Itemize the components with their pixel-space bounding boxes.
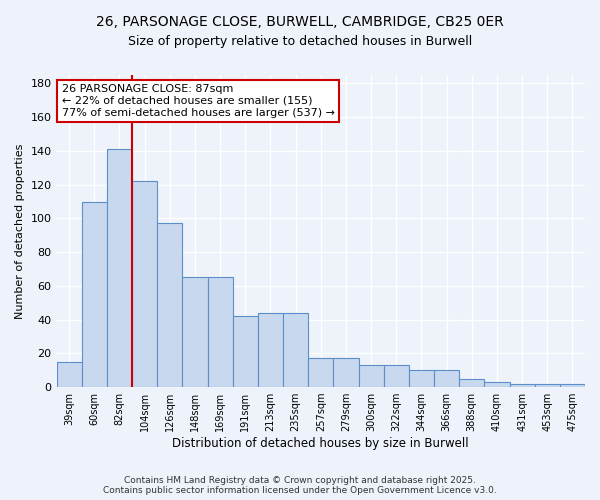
Bar — [157, 224, 182, 387]
Bar — [283, 313, 308, 387]
Bar — [560, 384, 585, 387]
X-axis label: Distribution of detached houses by size in Burwell: Distribution of detached houses by size … — [172, 437, 469, 450]
Bar — [383, 365, 409, 387]
Text: 26, PARSONAGE CLOSE, BURWELL, CAMBRIDGE, CB25 0ER: 26, PARSONAGE CLOSE, BURWELL, CAMBRIDGE,… — [96, 15, 504, 29]
Bar — [56, 362, 82, 387]
Bar — [535, 384, 560, 387]
Bar — [258, 313, 283, 387]
Bar — [182, 278, 208, 387]
Bar — [208, 278, 233, 387]
Bar — [107, 149, 132, 387]
Text: Contains HM Land Registry data © Crown copyright and database right 2025.
Contai: Contains HM Land Registry data © Crown c… — [103, 476, 497, 495]
Bar — [82, 202, 107, 387]
Bar — [308, 358, 334, 387]
Text: 26 PARSONAGE CLOSE: 87sqm
← 22% of detached houses are smaller (155)
77% of semi: 26 PARSONAGE CLOSE: 87sqm ← 22% of detac… — [62, 84, 335, 117]
Bar — [434, 370, 459, 387]
Y-axis label: Number of detached properties: Number of detached properties — [15, 144, 25, 318]
Bar — [132, 182, 157, 387]
Bar — [509, 384, 535, 387]
Bar — [484, 382, 509, 387]
Bar — [409, 370, 434, 387]
Bar — [459, 378, 484, 387]
Bar — [359, 365, 383, 387]
Bar — [334, 358, 359, 387]
Text: Size of property relative to detached houses in Burwell: Size of property relative to detached ho… — [128, 35, 472, 48]
Bar — [233, 316, 258, 387]
